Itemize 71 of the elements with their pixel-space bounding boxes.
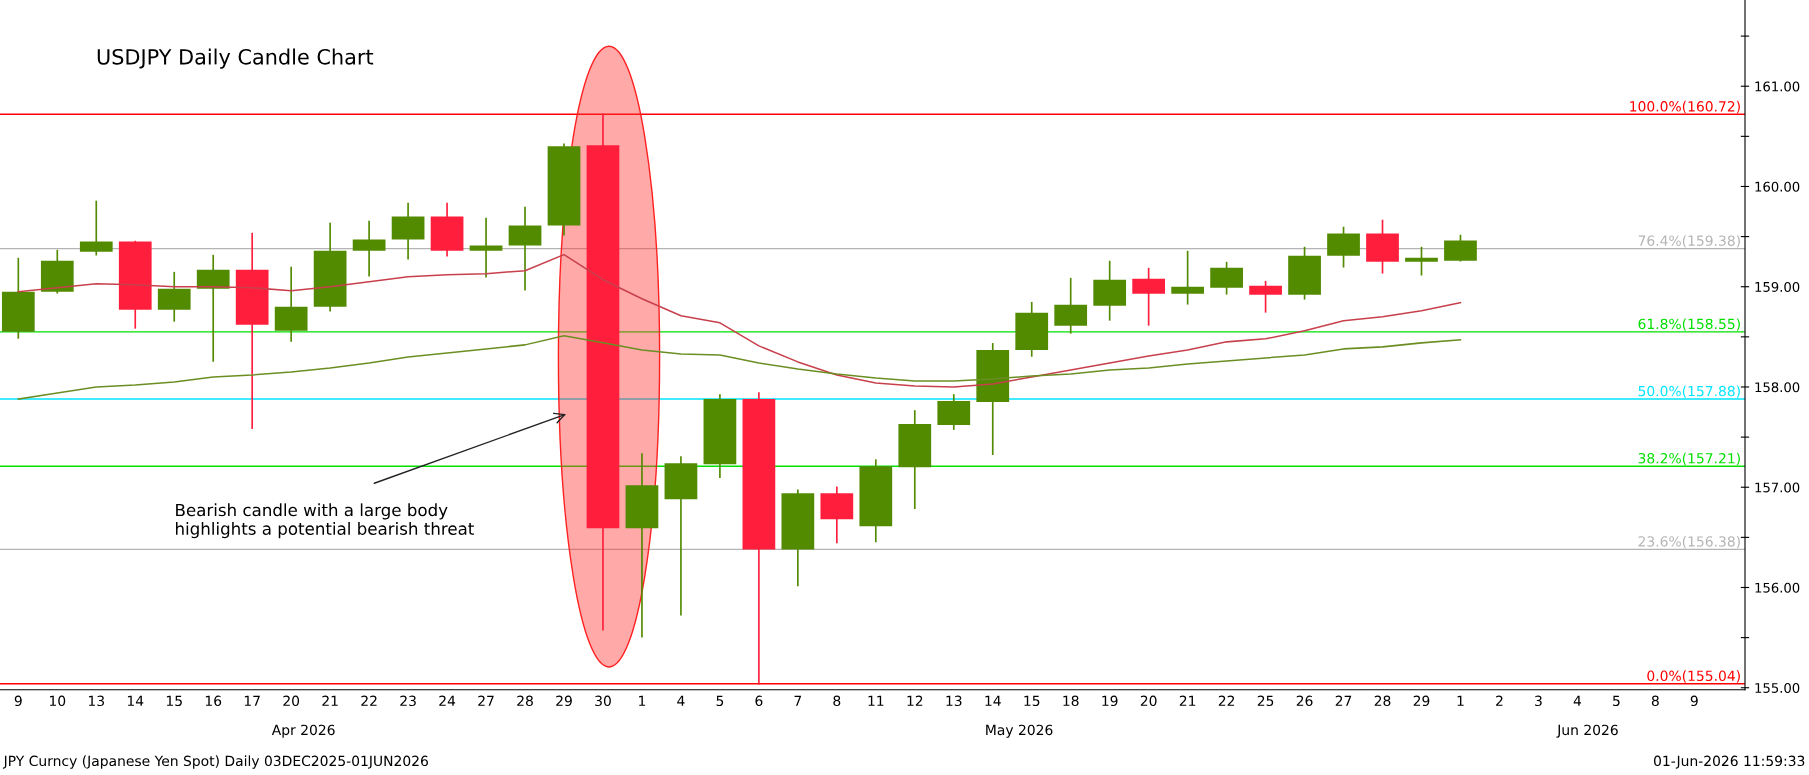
x-tick-label: 1: [639, 695, 646, 706]
x-tick-label: 15: [1024, 695, 1040, 707]
candlestick: [1405, 246, 1438, 276]
x-tick-label: 22: [361, 695, 377, 706]
x-tick-label: 27: [478, 695, 494, 706]
x-tick-label: 30: [595, 695, 611, 707]
x-tick-label: 11: [868, 695, 884, 706]
text: 01-Jun-2026 11:59:33: [1653, 755, 1805, 769]
x-tick-label: 13: [946, 695, 962, 707]
x-tick-label: 22: [1218, 695, 1235, 706]
x-tick-label: 10: [49, 695, 66, 707]
x-tick-label: 14: [985, 695, 1001, 706]
text: JPY Curncy (Japanese Yen Spot) Daily 03DEC2025-01JUN2026: [2, 755, 428, 769]
ref-line-label: 61.8%(158.55): [1638, 318, 1740, 331]
x-tick-label: 2: [1496, 695, 1503, 706]
annotation: Bearish candle with a large body highlights a potential bearish threat: [176, 503, 474, 539]
line-series: [17, 253, 1462, 388]
line-series: [17, 335, 1462, 400]
x-tick-label: 18: [1063, 695, 1079, 707]
x-tick-label: 5: [1613, 695, 1620, 707]
x-tick-label: 19: [1102, 695, 1118, 707]
x-tick-label: 23: [400, 695, 416, 707]
y-tick-label: 159.00: [1755, 281, 1800, 292]
x-tick-label: 7: [794, 695, 802, 706]
y-tick-label: 160.00: [1755, 181, 1800, 192]
x-tick-label: 28: [517, 695, 533, 707]
text: Apr 2026: [271, 724, 335, 738]
text: USDJPY Daily Candle Chart: [97, 48, 374, 69]
x-tick-label: 15: [166, 695, 182, 707]
x-tick-label: 4: [677, 695, 685, 706]
ref-line-label: 23.6%(156.38): [1638, 535, 1740, 549]
x-tick-label: 27: [1335, 695, 1352, 706]
x-tick-label: 1: [1457, 695, 1464, 706]
x-tick-label: 28: [1374, 695, 1391, 707]
x-tick-label: 17: [244, 695, 260, 706]
text: May 2026: [986, 724, 1053, 738]
x-tick-label: 4: [1573, 695, 1582, 706]
x-tick-label: 12: [907, 695, 923, 706]
ref-line-label: 50.0%(157.88): [1638, 385, 1740, 398]
ref-line-label: 100.0%(160.72): [1630, 100, 1740, 114]
ref-line-label: 0.0%(155.04): [1647, 670, 1740, 683]
x-tick-label: 8: [833, 695, 841, 707]
x-tick-label: 25: [1257, 695, 1274, 707]
x-tick-label: 6: [755, 695, 763, 707]
x-tick-label: 9: [14, 695, 22, 707]
y-tick-label: 161.00: [1755, 81, 1800, 92]
x-tick-label: 5: [716, 695, 724, 707]
x-tick-label: 20: [1140, 695, 1157, 707]
x-tick-label: 8: [1651, 695, 1659, 707]
candlestick: [352, 220, 386, 277]
y-tick-label: 157.00: [1755, 482, 1800, 493]
y-tick-label: 155.00: [1755, 682, 1800, 693]
x-tick-label: 21: [1179, 695, 1196, 706]
x-tick-label: 29: [1413, 695, 1430, 707]
y-tick-label: 156.00: [1755, 582, 1800, 593]
x-tick-label: 24: [439, 695, 456, 706]
candlestick: [469, 217, 503, 278]
x-tick-label: 20: [283, 695, 300, 707]
candlestick: [1171, 250, 1204, 305]
x-tick-label: 16: [205, 695, 222, 707]
x-tick-label: 13: [88, 695, 104, 707]
text: Jun 2026: [1556, 724, 1618, 738]
x-tick-label: 3: [1535, 695, 1542, 707]
x-tick-label: 29: [556, 695, 572, 707]
ref-line-label: 38.2%(157.21): [1638, 452, 1740, 466]
y-tick-label: 158.00: [1755, 382, 1800, 393]
x-tick-label: 26: [1296, 695, 1313, 707]
x-tick-label: 21: [322, 695, 338, 706]
ref-line-label: 76.4%(159.38): [1638, 235, 1740, 248]
x-tick-label: 14: [127, 695, 144, 706]
x-tick-label: 9: [1690, 695, 1698, 707]
